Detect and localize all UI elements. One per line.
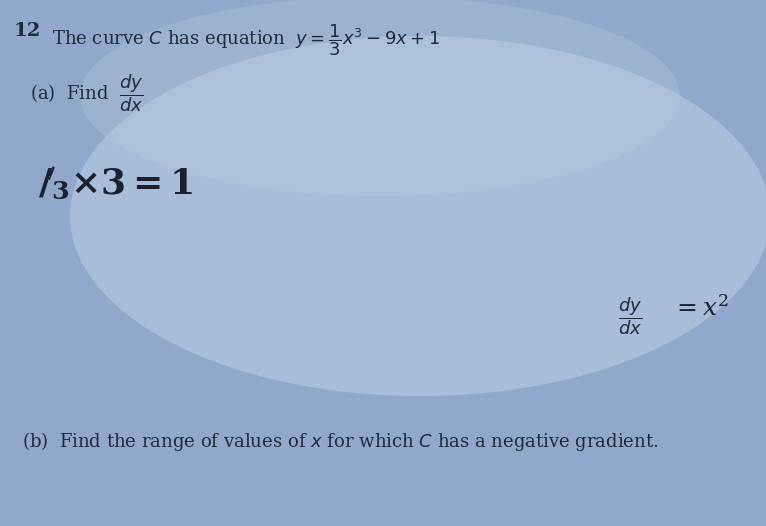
Text: $\dfrac{dy}{dx}$: $\dfrac{dy}{dx}$ bbox=[618, 295, 642, 337]
Text: (b)  Find the range of values of $x$ for which $C$ has a negative gradient.: (b) Find the range of values of $x$ for … bbox=[22, 430, 659, 453]
Text: The curve $C$ has equation  $y = \dfrac{1}{3}x^3 - 9x + 1$: The curve $C$ has equation $y = \dfrac{1… bbox=[52, 22, 440, 58]
Text: (a)  Find  $\dfrac{dy}{dx}$: (a) Find $\dfrac{dy}{dx}$ bbox=[30, 72, 143, 114]
Text: 12: 12 bbox=[14, 22, 41, 40]
Text: $\mathbf{{}^{\prime}\!\!\!/_{3}{\times}3=1}$: $\mathbf{{}^{\prime}\!\!\!/_{3}{\times}3… bbox=[38, 165, 193, 201]
Ellipse shape bbox=[70, 36, 766, 396]
Ellipse shape bbox=[80, 0, 680, 196]
Text: $= x^2$: $= x^2$ bbox=[672, 295, 729, 321]
